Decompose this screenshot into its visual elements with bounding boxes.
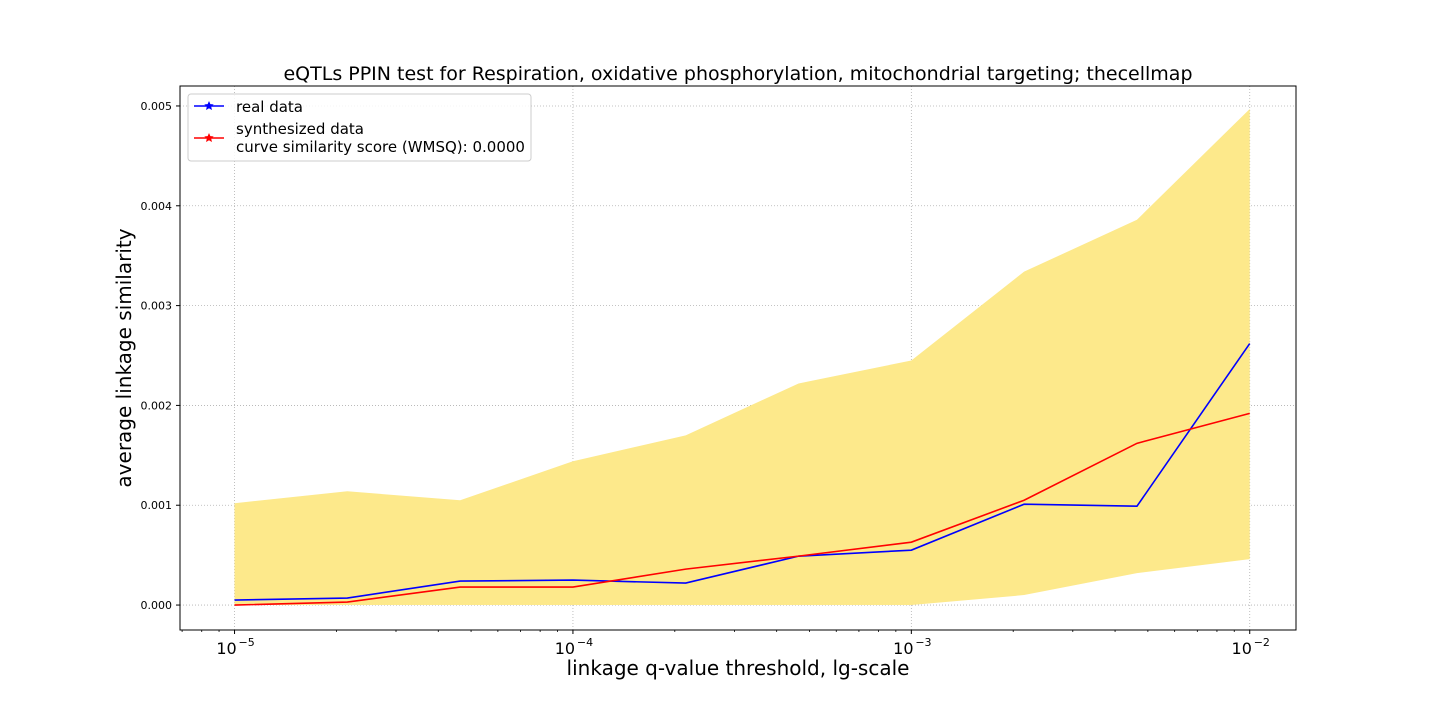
x-tick-exponent: −2 xyxy=(1254,636,1270,649)
x-tick-exponent: −5 xyxy=(239,636,255,649)
y-tick-label: 0.002 xyxy=(141,399,173,412)
legend-label-similarity-score: curve similarity score (WMSQ): 0.0000 xyxy=(236,138,525,156)
y-tick-label: 0.003 xyxy=(141,300,173,313)
x-tick-labels: 10 −5 10 −4 10 −3 10 −2 xyxy=(216,636,1270,658)
confidence-band xyxy=(234,108,1250,606)
ticks xyxy=(176,105,1251,634)
x-tick-label: 10 xyxy=(216,639,236,658)
x-tick-exponent: −3 xyxy=(915,636,931,649)
series-line-real-data xyxy=(234,343,1251,601)
legend-label-synthesized-data: synthesized data xyxy=(236,120,364,138)
plot-frame xyxy=(179,85,1297,631)
legend-star-marker xyxy=(204,100,214,111)
x-tick-label: 10 xyxy=(893,639,913,658)
x-axis-label: linkage q-value threshold, lg-scale xyxy=(567,656,910,680)
y-tick-labels: 0.000 0.001 0.002 0.003 0.004 0.005 xyxy=(141,100,173,612)
chart-title: eQTLs PPIN test for Respiration, oxidati… xyxy=(283,63,1192,85)
legend-label-real-data: real data xyxy=(236,98,303,116)
y-axis-label: average linkage similarity xyxy=(112,228,136,487)
series-line-synthesized-data xyxy=(234,412,1250,606)
legend: real data synthesized data curve similar… xyxy=(187,93,532,162)
y-tick-label: 0.004 xyxy=(141,200,173,213)
x-tick-label: 10 xyxy=(1232,639,1252,658)
y-tick-label: 0.005 xyxy=(141,100,173,113)
y-tick-label: 0.000 xyxy=(141,599,173,612)
x-tick-exponent: −4 xyxy=(577,636,593,649)
confidence-band-layer xyxy=(234,108,1250,606)
y-tick-label: 0.001 xyxy=(141,499,173,512)
legend-frame xyxy=(187,93,532,162)
legend-star-marker xyxy=(204,132,214,143)
x-tick-label: 10 xyxy=(555,639,575,658)
series-layer xyxy=(234,343,1251,606)
